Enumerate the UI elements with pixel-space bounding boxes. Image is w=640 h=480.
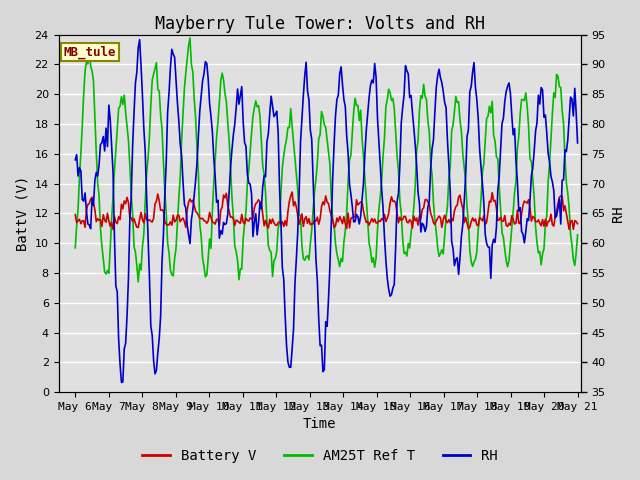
- AM25T Ref T: [134, 279, 142, 285]
- RH: [134, 45, 142, 51]
- RH: [249, 234, 257, 240]
- Battery V: [547, 211, 555, 217]
- AM25T Ref T: [224, 120, 232, 126]
- Legend: Battery V, AM25T Ref T, RH: Battery V, AM25T Ref T, RH: [136, 443, 504, 468]
- AM25T Ref T: [249, 113, 257, 119]
- Battery V: [288, 189, 296, 195]
- AM25T Ref T: [294, 187, 301, 193]
- RH: [294, 229, 301, 235]
- AM25T Ref T: [548, 111, 556, 117]
- Battery V: [246, 215, 254, 221]
- Line: RH: RH: [76, 39, 577, 383]
- AM25T Ref T: [241, 221, 248, 227]
- Battery V: [133, 224, 141, 230]
- Battery V: [573, 221, 581, 227]
- AM25T Ref T: [133, 263, 141, 268]
- RH: [72, 157, 79, 163]
- AM25T Ref T: [72, 245, 79, 251]
- RH: [118, 380, 125, 385]
- RH: [224, 211, 232, 217]
- AM25T Ref T: [186, 35, 194, 41]
- X-axis label: Time: Time: [303, 418, 337, 432]
- Battery V: [570, 227, 577, 232]
- Battery V: [238, 211, 246, 217]
- RH: [573, 140, 581, 146]
- RH: [548, 179, 556, 185]
- Battery V: [72, 212, 79, 217]
- Text: MB_tule: MB_tule: [64, 45, 116, 59]
- RH: [136, 36, 143, 42]
- Line: Battery V: Battery V: [76, 192, 577, 229]
- AM25T Ref T: [573, 232, 581, 238]
- Line: AM25T Ref T: AM25T Ref T: [76, 38, 577, 282]
- Battery V: [221, 195, 229, 201]
- RH: [241, 140, 248, 145]
- Battery V: [292, 204, 300, 210]
- Title: Mayberry Tule Tower: Volts and RH: Mayberry Tule Tower: Volts and RH: [155, 15, 484, 33]
- Y-axis label: RH: RH: [611, 205, 625, 222]
- Y-axis label: BattV (V): BattV (V): [15, 176, 29, 251]
